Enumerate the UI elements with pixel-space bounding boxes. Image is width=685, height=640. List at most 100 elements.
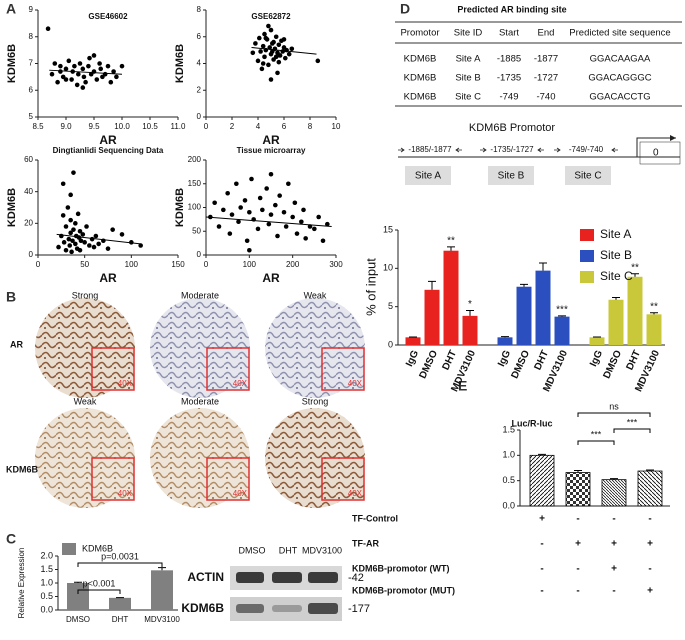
point [73,241,78,247]
point [263,35,269,41]
point [315,58,321,64]
x-tick-label: 8 [308,122,313,131]
point [257,35,262,41]
inset [206,457,250,501]
magnification: 40X [233,379,248,388]
bracket-label: ns [609,401,619,411]
x-tick-label: IgG [588,349,605,369]
point [87,243,92,248]
condition-mark: - [648,514,651,525]
condition-label: TF-AR [352,538,379,548]
point [102,71,108,77]
point [255,226,261,232]
x-tick-label: 100 [243,260,257,269]
y-axis-label: KDM6B [174,44,186,83]
point [271,39,276,45]
bar [462,315,478,345]
y-axis-label: KDM6B [6,188,18,227]
x-tick-label: 300 [329,260,343,269]
condition-label: KDM6B-promotor (WT) [352,563,449,573]
bar [151,570,173,610]
bar [554,316,570,345]
site-box [405,166,451,185]
point [247,247,252,253]
error-bar [74,581,82,583]
point [286,181,291,187]
band-size: -42 [348,572,364,584]
point [74,82,80,88]
table-header: Predicted site sequence [569,28,670,39]
point [283,224,289,229]
x-tick-label: DHT [624,349,643,372]
condition-mark: - [648,564,651,575]
point [292,200,298,206]
point [60,181,66,187]
promoter-title: KDM6B Promotor [469,122,556,134]
bar [109,597,131,610]
point [97,61,102,66]
x-tick-label: IgG [404,349,421,369]
condition-mark: - [612,514,615,525]
x-tick-label: 200 [286,260,300,269]
point [221,207,226,213]
point [87,55,92,61]
x-tick-label: 0 [204,122,209,131]
y-tick-label: 0 [388,339,393,349]
x-tick-label: 50 [80,260,89,269]
point [266,62,271,68]
point [45,26,51,32]
inset [206,347,250,391]
x-tick-label: IgG [496,349,513,369]
point [320,238,326,244]
point [260,61,266,66]
point [68,230,73,236]
x-tick-label: 9.5 [88,122,100,131]
x-tick-label: 2 [230,122,235,131]
table-cell: Site B [455,73,480,84]
significance: *** [556,305,568,316]
error-bar [574,470,582,473]
y-tick-label: 50 [192,226,201,235]
point [268,77,274,82]
bracket [613,428,651,433]
ihc-panel: 40X 40X 40X 40X 40X 40X Strong Moderate … [6,290,365,508]
grade-label: Moderate [181,396,219,406]
error-bar [631,273,639,277]
chart-title: GSE46602 [88,12,128,21]
panel-label: D [400,1,410,17]
point [260,207,265,213]
point [281,37,287,42]
error-bar [646,469,654,472]
x-tick-label: MDV3100 [144,615,180,624]
bar [637,470,663,507]
grade-label: Strong [302,396,329,406]
point [277,53,283,58]
point [250,50,256,56]
point [75,211,81,217]
y-tick-label: 1.5 [502,424,515,434]
inset [321,457,365,501]
significance: ** [650,301,658,312]
point [281,209,287,215]
bracket-label: *** [591,429,602,439]
site-range: -749/-740 [569,145,604,154]
row-label: KDM6B [6,464,39,474]
point [234,181,239,187]
y-tick-label: 0.0 [40,604,53,614]
legend-swatch [580,271,594,283]
y-tick-label: 2.0 [40,550,53,560]
table-cell: -1735 [497,73,521,84]
y-tick-label: 200 [188,155,202,164]
point [69,249,74,255]
table-cell: Site C [455,92,481,103]
condition-mark: - [576,514,579,525]
site-arrow [398,147,462,153]
bar [405,337,421,345]
promoter-diagram: KDM6B Promotor 0 -1885/-1877 -1735/-1727… [398,122,681,185]
error-bar [650,312,658,315]
point [76,71,81,77]
y-axis-label: KDM6B [174,188,186,227]
point [111,69,116,74]
lane-label: DMSO [239,545,266,555]
